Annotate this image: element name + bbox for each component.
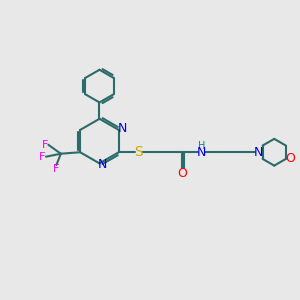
Text: O: O [177,167,187,179]
Text: O: O [285,152,295,165]
Text: N: N [196,146,206,159]
Text: F: F [53,164,60,175]
Text: S: S [134,145,142,159]
Text: F: F [42,140,48,150]
Text: N: N [254,146,263,159]
Text: H: H [198,141,206,151]
Text: F: F [39,152,45,162]
Text: N: N [98,158,107,171]
Text: N: N [118,122,127,135]
